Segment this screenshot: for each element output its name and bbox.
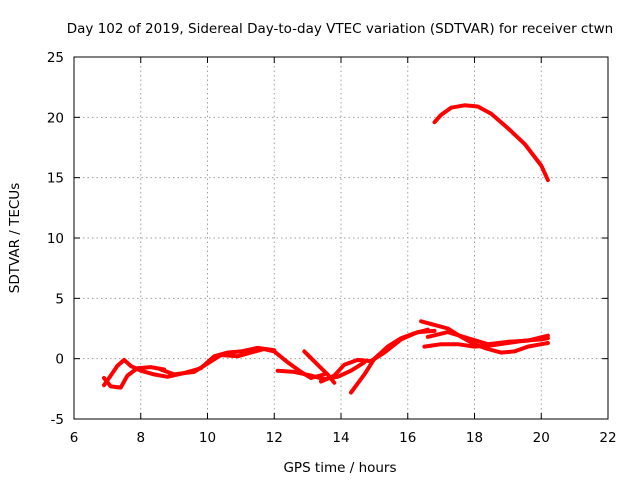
chart-title: Day 102 of 2019, Sidereal Day-to-day VTE…	[67, 21, 614, 37]
y-tick-label: -5	[51, 412, 64, 428]
series-line-arc-j	[425, 330, 550, 347]
x-tick-label: 22	[599, 430, 616, 446]
series-line-arc-a	[102, 345, 277, 388]
series-layer	[102, 103, 550, 395]
y-tick-label: 15	[47, 171, 64, 187]
y-tick-label: 25	[47, 50, 64, 66]
grid-lines	[74, 57, 608, 419]
y-tick-label: 20	[47, 110, 64, 126]
series-line-arc-b	[102, 365, 167, 390]
series-line-arc-high	[432, 103, 550, 183]
x-tick-label: 10	[199, 430, 216, 446]
x-tick-label: 14	[332, 430, 349, 446]
y-axis-label: SDTVAR / TECUs	[7, 183, 23, 293]
x-tick-label: 6	[70, 430, 79, 446]
x-tick-label: 20	[533, 430, 550, 446]
x-tick-label: 8	[136, 430, 145, 446]
y-tick-label: 10	[47, 231, 64, 247]
y-tick-label: 5	[55, 291, 64, 307]
axis-ticks: 6 8 10 12 14 16 18 20 22 -5 0 5 10 15 20 25	[47, 50, 617, 446]
x-tick-label: 18	[466, 430, 483, 446]
series-line-arc-h	[419, 319, 550, 355]
series-line-arc-g	[349, 327, 430, 395]
x-tick-label: 16	[399, 430, 416, 446]
y-tick-label: 0	[55, 352, 64, 368]
x-tick-label: 12	[266, 430, 283, 446]
x-axis-label: GPS time / hours	[283, 460, 396, 476]
